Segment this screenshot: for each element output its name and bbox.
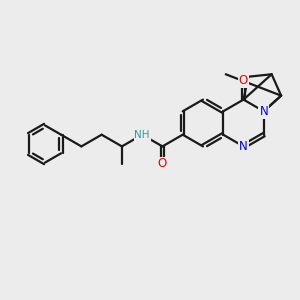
Text: O: O: [239, 74, 248, 87]
Text: N: N: [260, 105, 268, 118]
Text: O: O: [158, 158, 167, 170]
Text: N: N: [239, 140, 248, 153]
Text: NH: NH: [134, 130, 150, 140]
